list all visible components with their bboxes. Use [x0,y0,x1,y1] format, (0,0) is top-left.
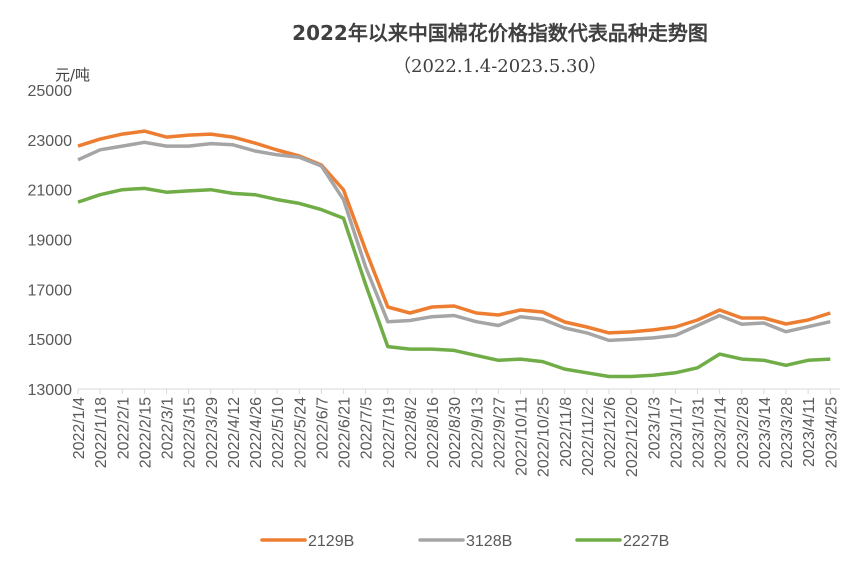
legend-label: 2227B [623,533,669,550]
chart-title: 2022年以来中国棉花价格指数代表品种走势图 [292,21,708,45]
x-tick-label: 2022/8/16 [425,397,442,468]
series-line-3128B [77,140,831,343]
x-tick-label: 2022/11/22 [580,397,597,476]
x-tick-label: 2022/11/8 [558,397,575,467]
x-tick-label: 2022/9/13 [469,397,486,468]
y-axis: 13000 15000 17000 19000 21000 23000 25000 [28,83,73,399]
x-tick-label: 2023/4/11 [801,397,818,467]
x-tick-label: 2022/5/24 [292,397,309,468]
x-tick-label: 2022/8/2 [403,397,420,459]
y-tick-label: 21000 [28,183,73,200]
series-line-2129B [77,129,831,335]
series-line-2227B [77,186,831,379]
x-tick-label: 2023/1/31 [691,397,708,468]
x-tick-label: 2022/9/27 [491,397,508,468]
x-tick-label: 2023/3/14 [757,397,774,468]
x-tick-label: 2022/3/15 [182,397,199,468]
x-tick-label: 2023/4/25 [823,397,840,468]
x-tick-label: 2022/3/29 [204,397,221,468]
x-tick-label: 2022/6/21 [337,397,354,468]
x-tick-label: 2022/2/1 [115,397,132,459]
x-tick-label: 2022/8/30 [447,397,464,468]
x-tick-label: 2023/1/17 [668,397,685,468]
x-tick-label: 2022/4/26 [248,397,265,468]
x-tick-label: 2023/3/28 [779,397,796,468]
y-tick-label: 23000 [28,133,73,150]
x-tick-label: 2022/7/19 [381,397,398,468]
x-tick-label: 2022/10/11 [514,397,531,476]
y-tick-label: 13000 [28,382,73,399]
x-tick-label: 2022/5/10 [270,397,287,468]
x-tick-label: 2022/1/4 [71,397,88,459]
x-tick-label: 2022/12/20 [624,397,641,477]
x-axis: 2022/1/4 2022/1/18 2022/2/1 2022/2/15 2022/3… [71,388,840,477]
x-tick-label: 2022/1/18 [93,397,110,468]
x-tick-label: 2022/2/15 [137,397,154,468]
y-tick-label: 15000 [28,332,73,349]
y-tick-label: 17000 [28,282,73,299]
x-tick-label: 2023/2/28 [735,397,752,468]
x-tick-label: 2023/2/14 [713,397,730,468]
series-lines [77,129,831,379]
x-tick-label: 2022/3/1 [160,397,177,459]
legend-label: 2129B [308,533,354,550]
x-tick-label: 2022/12/6 [602,397,619,468]
x-tick-label: 2023/1/3 [646,397,663,459]
chart-subtitle: （2022.1.4-2023.5.30） [393,56,607,77]
y-tick-label: 19000 [28,233,73,250]
legend: 2129B 3128B 2227B [260,533,669,550]
y-axis-unit: 元/吨 [55,66,90,84]
x-tick-label: 2022/7/5 [359,397,376,459]
x-tick-label: 2022/6/7 [314,397,331,459]
y-tick-label: 25000 [28,83,73,100]
x-tick-label: 2022/4/12 [226,397,243,468]
legend-label: 3128B [466,533,512,550]
x-tick-label: 2022/10/25 [536,397,553,477]
